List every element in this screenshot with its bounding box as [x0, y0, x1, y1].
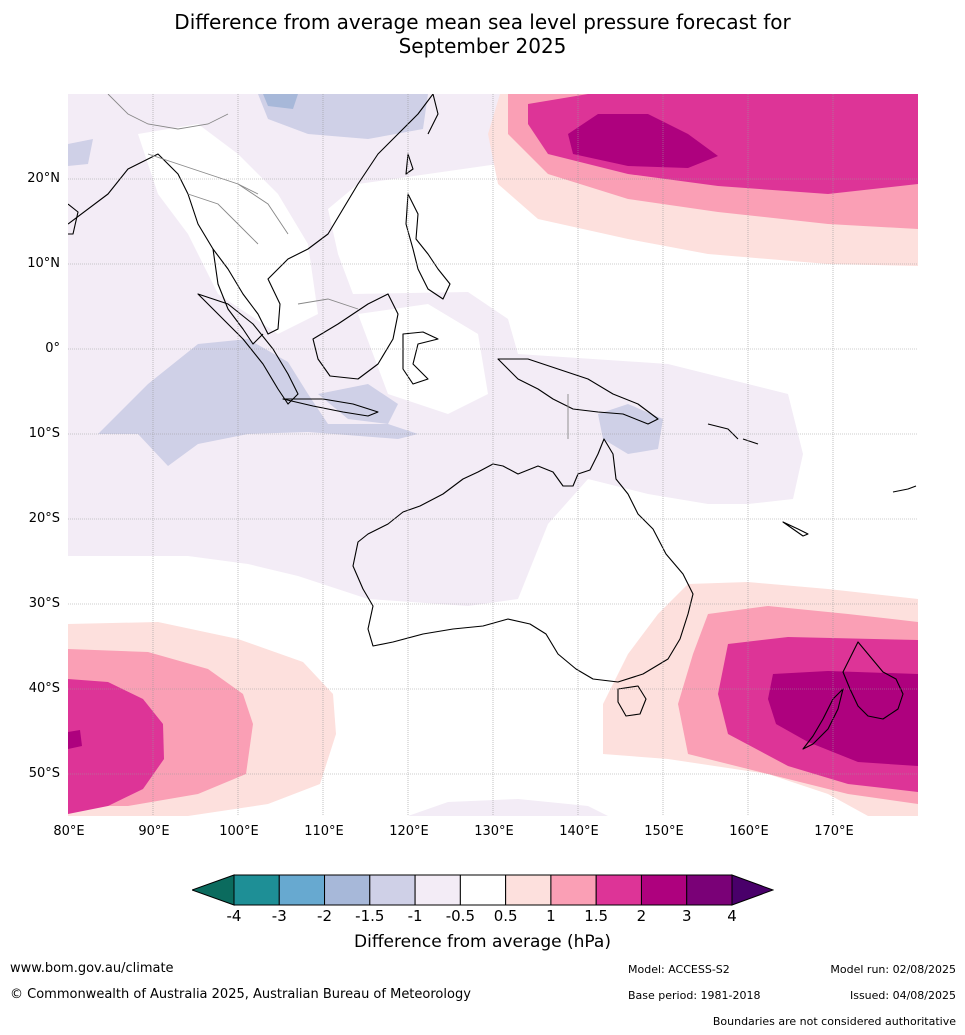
colorbar-swatch — [686, 874, 733, 906]
lat-label-10s: 10°S — [28, 426, 60, 441]
australia-coastline — [352, 438, 694, 683]
colorbar-tick-label: 3 — [681, 907, 692, 925]
lon-label-80e: 80°E — [53, 824, 85, 839]
colorbar-swatch — [640, 874, 688, 906]
lat-label-30s: 30°S — [28, 596, 60, 611]
lon-label-110e: 110°E — [304, 824, 344, 839]
map-title: Difference from average mean sea level p… — [0, 10, 965, 58]
website-link[interactable]: www.bom.gov.au/climate — [10, 961, 174, 976]
colorbar-tick-label: -3 — [271, 907, 287, 925]
colorbar-tick-label: -4 — [226, 907, 242, 925]
issued-text: Issued: 04/08/2025 — [849, 989, 956, 1002]
coastlines — [68, 94, 917, 750]
lon-label-120e: 120°E — [389, 824, 429, 839]
colorbar-swatch — [233, 874, 280, 906]
tasmania-coastline — [617, 685, 647, 717]
colorbar-tick-label: -2 — [317, 907, 333, 925]
gridlines — [68, 94, 918, 816]
new-zealand-coastline — [802, 641, 904, 750]
model-text: Model: ACCESS-S2 — [628, 963, 730, 976]
base-period-text: Base period: 1981-2018 — [628, 989, 761, 1002]
colorbar-tick-label: 1.5 — [584, 907, 609, 925]
lat-label-50s: 50°S — [28, 766, 60, 781]
lon-label-90e: 90°E — [138, 824, 170, 839]
colorbar-swatch — [278, 874, 326, 906]
se-asia-coastline — [68, 94, 434, 335]
colorbar-low-extend — [190, 874, 235, 906]
colorbar-tick-label: -1 — [407, 907, 423, 925]
title-line-1: Difference from average mean sea level p… — [174, 10, 791, 34]
lat-label-20n: 20°N — [27, 171, 60, 186]
colorbar-tick-label: 0.5 — [493, 907, 518, 925]
lat-label-0: 0° — [45, 341, 60, 356]
title-line-2: September 2025 — [398, 34, 567, 58]
lat-label-10n: 10°N — [27, 256, 60, 271]
lon-label-130e: 130°E — [474, 824, 514, 839]
disclaimer-text: Boundaries are not considered authoritat… — [712, 1015, 956, 1028]
colorbar-high-extend — [731, 874, 775, 906]
colorbar-swatch — [595, 874, 642, 906]
colorbar-swatch — [459, 874, 507, 906]
colorbar-tick-label: -0.5 — [445, 907, 475, 925]
lat-label-40s: 40°S — [28, 681, 60, 696]
lon-label-170e: 170°E — [814, 824, 854, 839]
model-run-text: Model run: 02/08/2025 — [830, 963, 956, 976]
lat-label-20s: 20°S — [28, 511, 60, 526]
lon-label-160e: 160°E — [729, 824, 769, 839]
borneo-coastline — [312, 293, 399, 380]
colorbar-swatch — [369, 874, 416, 906]
lon-label-140e: 140°E — [559, 824, 599, 839]
colorbar-tick-label: -1.5 — [355, 907, 385, 925]
colorbar-swatch — [505, 874, 552, 906]
colorbar — [190, 874, 775, 906]
lon-label-100e: 100°E — [219, 824, 259, 839]
colorbar-swatch — [324, 874, 371, 906]
pressure-anomaly-map — [68, 94, 918, 816]
java-coastline — [282, 398, 379, 417]
copyright-text: © Commonwealth of Australia 2025, Austra… — [10, 987, 471, 1002]
philippines-coastline — [405, 193, 451, 300]
colorbar-tick-label: 1 — [546, 907, 556, 925]
colorbar-tick-label: 2 — [636, 907, 647, 925]
colorbar-label: Difference from average (hPa) — [354, 932, 611, 952]
colorbar-swatch — [550, 874, 597, 906]
lon-label-150e: 150°E — [644, 824, 684, 839]
new-guinea-coastline — [497, 358, 659, 425]
colorbar-tick-label: 4 — [727, 907, 737, 925]
colorbar-swatch — [414, 874, 461, 906]
